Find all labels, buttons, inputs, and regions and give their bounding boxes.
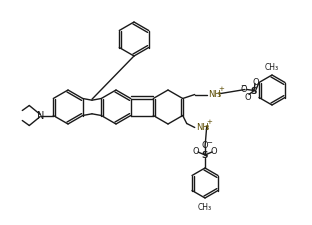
Text: +: + xyxy=(207,119,212,124)
Text: +: + xyxy=(219,86,225,92)
Text: O: O xyxy=(245,93,251,101)
Text: 3: 3 xyxy=(216,92,221,98)
Text: −: − xyxy=(240,82,246,88)
Text: S: S xyxy=(202,151,208,160)
Text: O: O xyxy=(211,147,217,156)
Text: O: O xyxy=(253,78,259,87)
Text: NH: NH xyxy=(208,90,221,99)
Text: O: O xyxy=(202,141,208,150)
Text: O: O xyxy=(193,147,199,156)
Text: N: N xyxy=(37,110,44,120)
Text: CH₃: CH₃ xyxy=(198,202,212,211)
Text: −: − xyxy=(206,139,212,145)
Text: S: S xyxy=(251,87,257,96)
Text: NH: NH xyxy=(196,122,208,131)
Text: 3: 3 xyxy=(204,124,209,130)
Text: O: O xyxy=(241,85,247,94)
Text: CH₃: CH₃ xyxy=(265,63,279,72)
